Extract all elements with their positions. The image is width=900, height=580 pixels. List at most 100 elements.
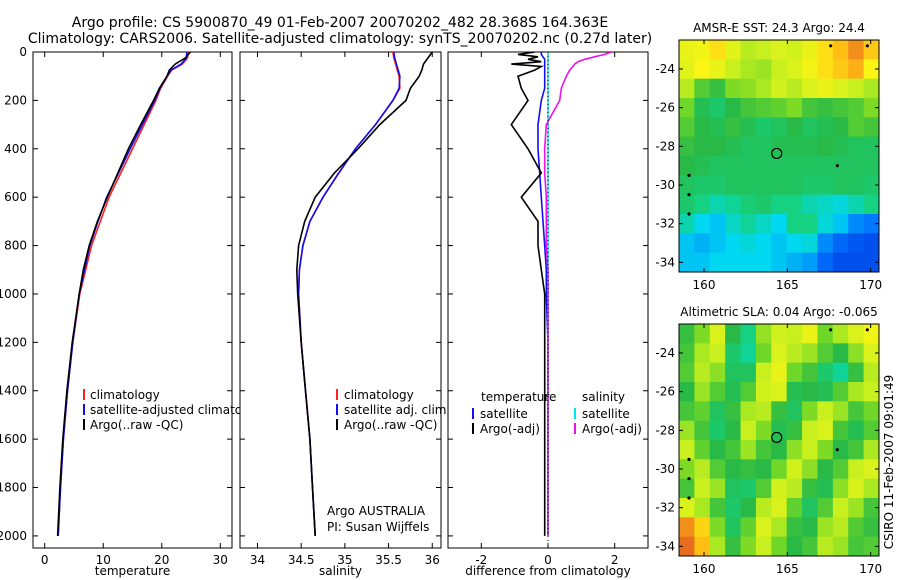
sla_map-field-cell bbox=[786, 362, 803, 383]
sst_map-field-cell bbox=[740, 156, 757, 176]
sla_map-field-cell bbox=[771, 498, 788, 518]
sla_map-field-cell bbox=[679, 517, 695, 538]
sst_map-field-cell bbox=[740, 59, 757, 80]
sst_map-field-cell bbox=[863, 156, 879, 176]
sla_map-field-cell bbox=[725, 498, 742, 518]
sst_map-field-cell bbox=[817, 136, 834, 157]
sst_map-field-cell bbox=[679, 117, 695, 138]
sst_map-field-cell bbox=[848, 117, 865, 138]
salinity-xlabel: salinity bbox=[319, 564, 362, 578]
sla_map-field-cell bbox=[786, 401, 803, 422]
sst_map-ytick-label: -30 bbox=[655, 178, 675, 192]
sst_map-field-cell bbox=[771, 233, 788, 254]
sst_map-field-cell bbox=[694, 175, 711, 196]
sla_map-field-cell bbox=[848, 343, 865, 364]
panel-sst_map: AMSR-E SST: 24.3 Argo: 24.4 -24 -26 -28 -30 -… bbox=[655, 21, 882, 292]
sla_map-field-cell bbox=[725, 420, 742, 441]
sst_map-field-cell bbox=[694, 194, 711, 215]
sla_map-field-cell bbox=[679, 343, 695, 364]
sla_map-field-cell bbox=[755, 362, 772, 383]
sst_map-field-cell bbox=[725, 117, 742, 138]
sst_map-field-cell bbox=[863, 40, 879, 60]
sla_map-field-cell bbox=[740, 517, 757, 538]
sst_map-field-cell bbox=[832, 156, 849, 176]
sla_map-field-cell bbox=[755, 420, 772, 441]
sst_map-field-cell bbox=[725, 40, 742, 60]
sla_map-field-cell bbox=[694, 459, 711, 480]
sla_map-field-cell bbox=[709, 343, 726, 364]
sst_map-field-cell bbox=[817, 98, 834, 118]
sla_map-field-cell bbox=[725, 478, 742, 499]
sst_map-ytick-label: -24 bbox=[655, 62, 675, 76]
sla_map-field-cell bbox=[725, 401, 742, 422]
difference-legend-title-salinity: salinity bbox=[582, 390, 625, 404]
sst_map-xtick-label: 165 bbox=[776, 278, 799, 292]
sst_map-field-cell bbox=[771, 78, 788, 99]
sla_map-field-cell bbox=[786, 343, 803, 364]
sst_map-field-cell bbox=[863, 175, 879, 196]
sla_map-field-cell bbox=[725, 517, 742, 538]
sla_map-field-cell bbox=[848, 536, 865, 556]
salinity-annotation-line: PI: Susan Wijffels bbox=[327, 520, 429, 534]
sla_map-field-cell bbox=[802, 343, 819, 364]
difference-series-argo bbox=[510, 52, 546, 536]
sst_map-field-cell bbox=[709, 233, 726, 254]
sla_map-field-cell bbox=[786, 420, 803, 441]
sst_map-field-cell bbox=[740, 78, 757, 99]
sla_map-field-cell bbox=[863, 498, 879, 518]
sla_map-field-cell bbox=[755, 343, 772, 364]
sla_map-field-cell bbox=[694, 382, 711, 402]
sst_map-field-cell bbox=[740, 233, 757, 254]
sst_map-field-cell bbox=[740, 252, 757, 272]
sst_map-field-cell bbox=[786, 175, 803, 196]
sst_map-field-cell bbox=[786, 252, 803, 272]
sla_map-field-cell bbox=[802, 517, 819, 538]
sst_map-field-cell bbox=[848, 214, 865, 234]
sla_map-field-cell bbox=[694, 517, 711, 538]
depth-ytick-label: 800 bbox=[4, 239, 27, 253]
sst_map-field-cell bbox=[694, 136, 711, 157]
sla_map-field-cell bbox=[771, 362, 788, 383]
sst_map-field-cell bbox=[709, 252, 726, 272]
sst_map-field-cell bbox=[832, 194, 849, 215]
sst_map-field-cell bbox=[863, 233, 879, 254]
sst_map-field-cell bbox=[863, 98, 879, 118]
sla_map-ytick-label: -24 bbox=[655, 346, 675, 360]
temperature-xtick-label: 30 bbox=[213, 553, 228, 567]
sla_map-field-cell bbox=[740, 382, 757, 402]
sla_map-field-cell bbox=[786, 498, 803, 518]
sst_map-field-cell bbox=[863, 78, 879, 99]
sst_map-field-cell bbox=[725, 252, 742, 272]
side-timestamp-label: CSIRO 11-Feb-2007 09:01:49 bbox=[882, 375, 896, 550]
sla_map-field-cell bbox=[725, 382, 742, 402]
sla_map-field-cell bbox=[848, 459, 865, 480]
sla_map-field-cell bbox=[740, 478, 757, 499]
sla_map-field-cell bbox=[786, 440, 803, 460]
sst_map-float-marker bbox=[687, 193, 691, 197]
sst_map-field-cell bbox=[817, 156, 834, 176]
sla_map-field-cell bbox=[832, 536, 849, 556]
sla_map-field-cell bbox=[848, 324, 865, 344]
sst_map-field-cell bbox=[848, 194, 865, 215]
sst_map-field-cell bbox=[832, 214, 849, 234]
sla_map-field-cell bbox=[802, 401, 819, 422]
sst_map-field-cell bbox=[832, 175, 849, 196]
sst_map-field-cell bbox=[725, 194, 742, 215]
sst_map-field-cell bbox=[802, 98, 819, 118]
sla_map-field-cell bbox=[694, 420, 711, 441]
sst_map-field-cell bbox=[771, 59, 788, 80]
sla_map-field-cell bbox=[755, 536, 772, 556]
sst_map-field-cell bbox=[709, 156, 726, 176]
sla_map-field-cell bbox=[817, 343, 834, 364]
sla_map-field-cell bbox=[848, 517, 865, 538]
sst_map-field-cell bbox=[817, 78, 834, 99]
sla_map-field-cell bbox=[863, 382, 879, 402]
sla_map-field-cell bbox=[771, 536, 788, 556]
sla_map-field-cell bbox=[802, 459, 819, 480]
difference-series-salinity_argo bbox=[543, 52, 612, 536]
sst_map-field-cell bbox=[802, 175, 819, 196]
sst_map-field-cell bbox=[786, 78, 803, 99]
sst_map-field-cell bbox=[848, 252, 865, 272]
sla_map-xtick-label: 165 bbox=[776, 562, 799, 576]
